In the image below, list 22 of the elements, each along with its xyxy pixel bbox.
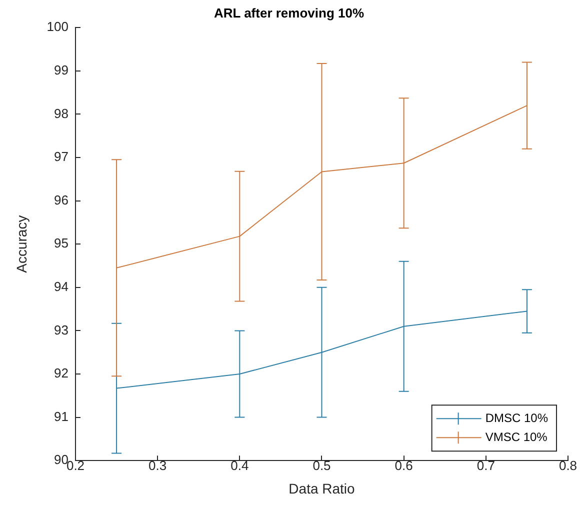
x-axis-title: Data Ratio	[288, 480, 356, 496]
y-tick-label: 99	[54, 62, 68, 78]
x-tick-label: 0.5	[312, 458, 331, 473]
y-axis-title: Accuracy	[13, 215, 30, 273]
y-tick-label: 96	[54, 192, 68, 208]
y-tick-label: 100	[46, 19, 68, 34]
y-tick-label: 92	[54, 366, 68, 381]
y-tick-label: 90	[54, 452, 68, 468]
y-tick-label: 93	[54, 322, 68, 338]
y-tick-label: 91	[54, 408, 68, 424]
x-tick-label: 0.8	[558, 458, 578, 473]
y-tick-label: 97	[54, 149, 68, 164]
x-tick-label: 0.4	[230, 458, 249, 473]
y-tick-label: 95	[54, 236, 68, 251]
chart-title: ARL after removing 10%	[214, 5, 364, 20]
x-tick-label: 0.7	[476, 458, 495, 473]
x-tick-label: 0.6	[394, 458, 413, 473]
y-tick-label: 98	[54, 106, 68, 121]
y-tick-label: 94	[54, 278, 68, 294]
legend-label: DMSC 10%	[485, 410, 548, 425]
legend-label: VMSC 10%	[485, 430, 548, 444]
x-tick-label: 0.3	[148, 458, 167, 473]
